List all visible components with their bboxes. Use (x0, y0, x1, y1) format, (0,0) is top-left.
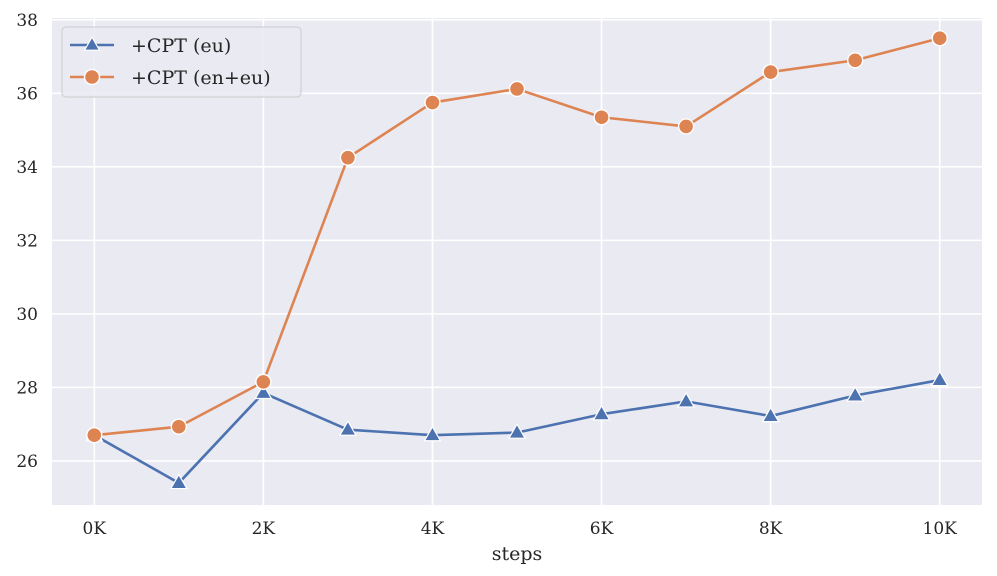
data-point (338, 420, 357, 436)
x-tick-label: 8K (759, 519, 783, 539)
data-point (508, 80, 526, 98)
y-axis-ticks: 26 28 30 32 34 36 38 (16, 11, 38, 472)
data-point (424, 94, 441, 111)
x-tick-label: 4K (421, 519, 445, 539)
y-tick-label: 30 (16, 305, 38, 325)
legend-marker (83, 35, 101, 51)
y-tick-label: 36 (16, 84, 38, 104)
y-tick-label: 38 (16, 11, 38, 31)
data-point (592, 404, 611, 421)
data-point (677, 118, 695, 135)
data-point (170, 418, 188, 435)
y-tick-label: 34 (16, 158, 38, 178)
data-point (930, 370, 949, 387)
legend-item: +CPT (en+eu) (70, 67, 271, 89)
x-tick-label: 0K (83, 519, 107, 539)
data-point (677, 391, 696, 408)
data-point (761, 406, 780, 423)
legend-label: +CPT (eu) (131, 35, 231, 57)
x-tick-label: 10K (923, 519, 958, 539)
y-tick-label: 28 (16, 378, 38, 398)
grid-lines (52, 18, 982, 505)
data-point (339, 149, 357, 166)
x-tick-label: 2K (252, 519, 276, 539)
x-tick-label: 6K (590, 519, 614, 539)
x-axis-ticks: 0K 2K 4K 6K 8K 10K (83, 519, 958, 539)
y-tick-label: 26 (16, 452, 38, 472)
data-point (931, 30, 948, 47)
data-point (169, 473, 188, 490)
y-tick-label: 32 (16, 231, 38, 251)
x-axis-label: steps (492, 543, 543, 565)
data-point (846, 385, 865, 402)
data-point (255, 373, 272, 391)
data-point (593, 109, 610, 126)
legend-box (61, 26, 302, 98)
data-point (254, 383, 273, 400)
data-point (846, 52, 864, 69)
legend-item: +CPT (eu) (70, 35, 231, 57)
data-point (423, 425, 442, 442)
series-group (85, 30, 949, 490)
legend: +CPT (eu) +CPT (en+eu) (61, 26, 302, 98)
series-2 (86, 30, 948, 444)
data-point (86, 426, 103, 444)
data-point (507, 422, 527, 439)
legend-marker (83, 68, 101, 86)
legend-label: +CPT (en+eu) (131, 67, 271, 89)
data-point (762, 63, 779, 81)
